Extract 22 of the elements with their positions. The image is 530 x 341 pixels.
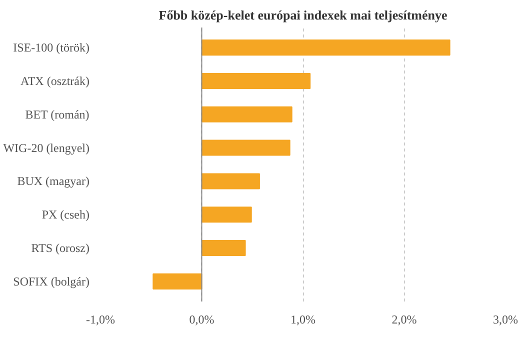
bar <box>201 72 311 89</box>
bar <box>201 40 450 56</box>
x-tick-label: 2,0% <box>392 312 417 326</box>
bar <box>201 140 290 156</box>
x-tick-label: 1,0% <box>290 312 316 326</box>
y-tick-label: WIG-20 (lengyel) <box>3 140 90 155</box>
y-tick-label: BUX (magyar) <box>17 174 90 188</box>
y-tick-label: PX (cseh) <box>42 208 90 222</box>
y-tick-label: ISE-100 (török) <box>13 40 90 55</box>
bar <box>201 240 246 256</box>
y-tick-label: ATX (osztrák) <box>20 74 90 88</box>
chart-title: Főbb közép-kelet európai indexek mai teljesítménye <box>158 8 448 22</box>
x-tick-label: 3,0% <box>493 312 518 326</box>
bar <box>152 273 202 290</box>
bar <box>201 206 252 223</box>
y-tick-label: BET (román) <box>25 107 90 122</box>
bar <box>201 106 292 122</box>
x-tick-label: -1,0% <box>86 312 116 326</box>
x-tick-label: 0,0% <box>189 312 214 326</box>
y-tick-label: RTS (orosz) <box>31 241 90 256</box>
bar <box>201 173 260 190</box>
y-tick-label: SOFIX (bolgár) <box>13 274 90 288</box>
